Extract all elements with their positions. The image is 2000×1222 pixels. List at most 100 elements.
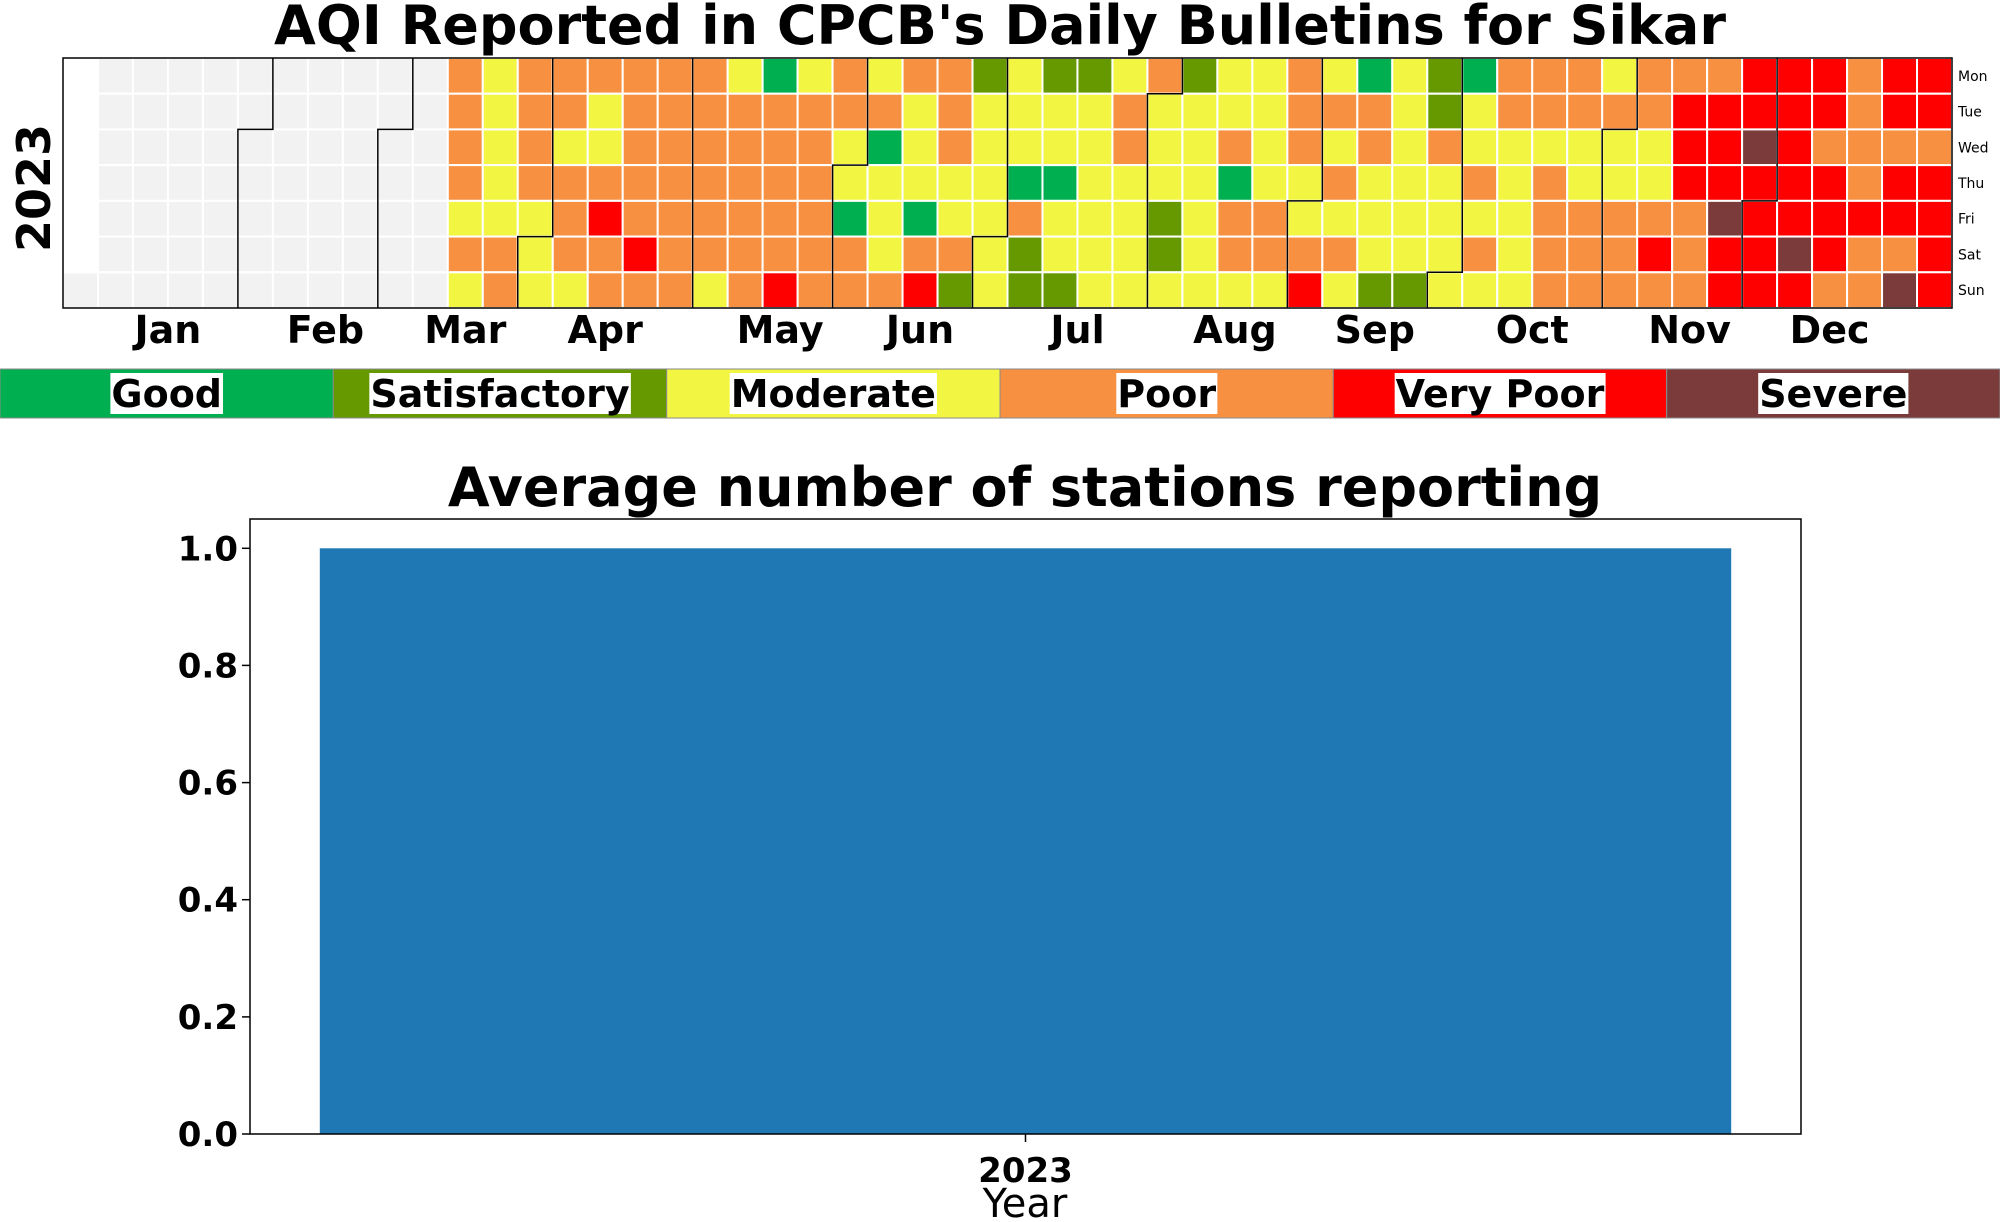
- calendar-day-cell: [831, 164, 869, 202]
- calendar-day-cell: [481, 235, 519, 274]
- calendar-day-cell: [236, 271, 274, 310]
- calendar-day-cell: [446, 271, 484, 310]
- calendar-day-cell: [656, 57, 694, 95]
- year-label: 2023: [7, 124, 61, 252]
- month-border: [517, 58, 554, 308]
- calendar-day-cell: [411, 199, 449, 238]
- calendar-day-cell: [1041, 164, 1079, 202]
- calendar-day-cell: [516, 92, 554, 131]
- calendar-day-cell: [1216, 92, 1254, 131]
- calendar-day-cell: [1636, 164, 1674, 202]
- calendar-day-cell: [96, 164, 134, 202]
- calendar-day-cell: [306, 164, 344, 202]
- month-label: Oct: [1496, 308, 1569, 352]
- calendar-day-cell: [446, 199, 484, 238]
- calendar-day-cell: [1461, 92, 1499, 131]
- month-border: [237, 58, 274, 308]
- month-border: [831, 58, 869, 308]
- month-border: [1426, 58, 1464, 308]
- calendar-day-cell: [1601, 164, 1639, 202]
- calendar-day-cell: [1636, 57, 1674, 95]
- calendar-day-cell: [726, 235, 764, 274]
- calendar-day-cell: [446, 57, 484, 95]
- calendar-day-cell: [866, 271, 904, 310]
- calendar-day-cell: [621, 57, 659, 95]
- calendar-day-cell: [1776, 57, 1814, 95]
- x-axis-label: Year: [982, 1181, 1068, 1222]
- calendar-day-cell: [971, 57, 1009, 95]
- calendar-day-cell: [1461, 128, 1499, 167]
- calendar-day-cell: [1811, 271, 1849, 310]
- calendar-day-cell: [236, 199, 274, 238]
- y-tick-label: 0.6: [178, 764, 238, 804]
- calendar-day-cell: [761, 164, 799, 202]
- legend-label: Severe: [1759, 372, 1907, 416]
- calendar-day-cell: [1426, 199, 1464, 238]
- calendar-day-cell: [131, 164, 169, 202]
- calendar-day-cell: [831, 128, 869, 167]
- calendar-day-cell: [1916, 235, 1954, 274]
- calendar-day-cell: [96, 271, 134, 310]
- calendar-day-cell: [341, 57, 379, 95]
- calendar-day-cell: [481, 271, 519, 310]
- calendar-day-cell: [761, 92, 799, 131]
- calendar-day-cell: [516, 128, 554, 167]
- calendar-day-cell: [1706, 128, 1744, 167]
- calendar-day-cell: [936, 235, 974, 274]
- calendar-day-cell: [481, 164, 519, 202]
- calendar-day-cell: [1321, 92, 1359, 131]
- calendar-day-cell: [1741, 128, 1779, 167]
- calendar-day-cell: [691, 128, 729, 167]
- calendar-day-cell: [1601, 199, 1639, 238]
- calendar-day-cell: [1391, 128, 1429, 167]
- calendar-day-cell: [1566, 92, 1604, 131]
- calendar-day-cell: [1251, 128, 1289, 167]
- legend-label: Poor: [1117, 372, 1216, 416]
- calendar-day-cell: [1321, 271, 1359, 310]
- calendar-day-cell: [691, 57, 729, 95]
- calendar-day-cell: [971, 271, 1009, 310]
- calendar-day-cell: [1741, 271, 1779, 310]
- calendar-day-cell: [411, 128, 449, 167]
- calendar-day-cell: [166, 92, 204, 131]
- calendar-day-cell: [1671, 271, 1709, 310]
- month-label: Jun: [883, 308, 954, 352]
- calendar-day-cell: [656, 128, 694, 167]
- calendar-day-cell: [1496, 164, 1534, 202]
- calendar-day-cell: [796, 271, 834, 310]
- calendar-day-cell: [1321, 57, 1359, 95]
- calendar-day-cell: [1006, 235, 1044, 274]
- calendar-day-cell: [516, 271, 554, 310]
- calendar-day-cell: [1181, 128, 1219, 167]
- calendar-day-cell: [831, 92, 869, 131]
- month-label: Nov: [1648, 308, 1731, 352]
- calendar-day-cell: [1286, 271, 1324, 310]
- calendar-day-cell: [1076, 271, 1114, 310]
- calendar-day-cell: [1671, 92, 1709, 131]
- calendar-day-cell: [1146, 164, 1184, 202]
- calendar-day-cell: [341, 199, 379, 238]
- calendar-day-cell: [936, 199, 974, 238]
- calendar-day-cell: [1251, 271, 1289, 310]
- calendar-day-cell: [656, 199, 694, 238]
- calendar-day-cell: [1111, 235, 1149, 274]
- calendar-day-cell: [1881, 235, 1919, 274]
- calendar-day-cell: [271, 92, 309, 131]
- calendar-day-cell: [1566, 271, 1604, 310]
- calendar-day-cell: [1776, 199, 1814, 238]
- calendar-day-cell: [1356, 235, 1394, 274]
- calendar-day-cell: [1286, 164, 1324, 202]
- calendar-day-cell: [691, 92, 729, 131]
- calendar-day-cell: [551, 57, 589, 95]
- calendar-day-cell: [1531, 199, 1569, 238]
- calendar-day-cell: [1601, 271, 1639, 310]
- calendar-day-cell: [1916, 199, 1954, 238]
- plot-frame: [249, 518, 1802, 1135]
- calendar-day-cell: [1846, 271, 1884, 310]
- calendar-day-cell: [62, 271, 99, 310]
- calendar-day-cell: [1706, 235, 1744, 274]
- calendar-day-cell: [1846, 57, 1884, 95]
- calendar-day-cell: [1426, 164, 1464, 202]
- calendar-day-cell: [1636, 92, 1674, 131]
